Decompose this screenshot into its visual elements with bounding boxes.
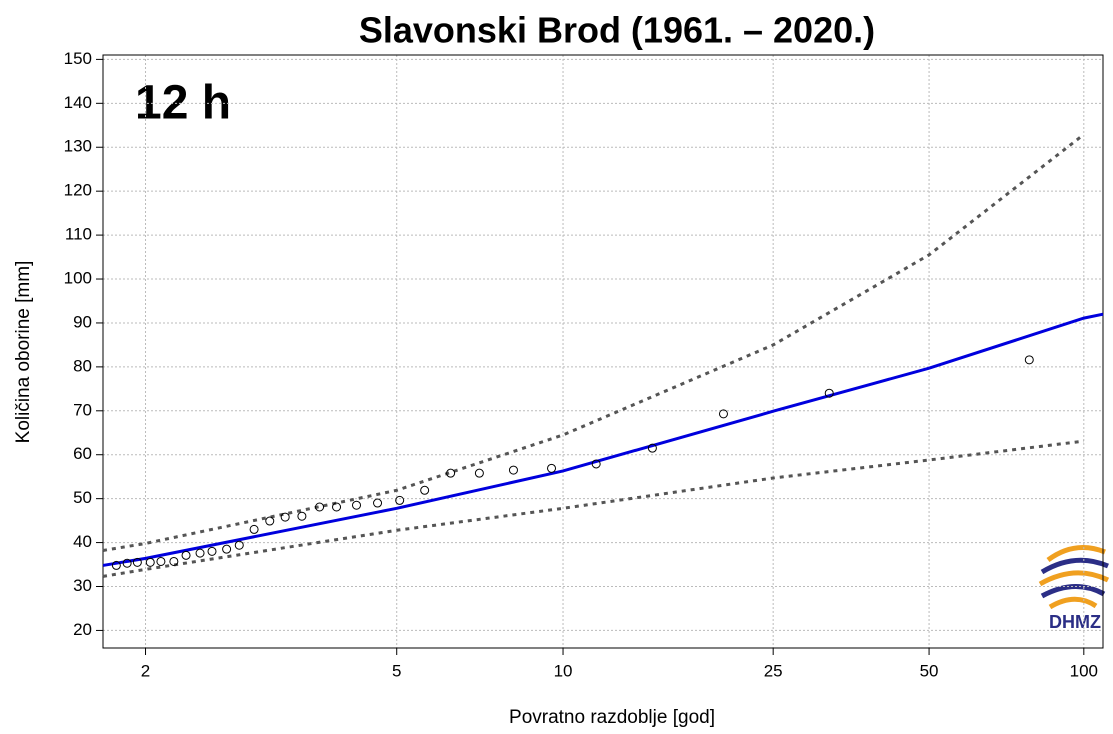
data-point [352, 500, 362, 510]
data-point [474, 468, 484, 478]
data-point [297, 511, 307, 521]
data-point [111, 560, 121, 570]
data-point [249, 524, 259, 534]
data-point [824, 388, 834, 398]
data-point [1024, 355, 1034, 365]
y-axis-label: Količina oborine [mm] [13, 261, 34, 444]
y-tick-label: 20 [73, 620, 92, 639]
x-tick-label: 5 [392, 661, 401, 680]
data-point [181, 550, 191, 560]
data-point [145, 557, 155, 567]
data-point [591, 459, 601, 469]
plot-frame [102, 54, 1104, 649]
logo: DHMZ [1038, 545, 1110, 632]
y-tick-label: 40 [73, 532, 92, 551]
data-point [169, 556, 179, 566]
x-tick-label: 50 [920, 661, 939, 680]
data-point [315, 502, 325, 512]
data-point [647, 443, 657, 453]
y-tick-label: 140 [64, 93, 92, 112]
y-tick-label: 90 [73, 312, 92, 331]
x-tick-label: 10 [554, 661, 573, 680]
y-tick-label: 30 [73, 576, 92, 595]
y-tick-label: 150 [64, 49, 92, 68]
y-tick-label: 130 [64, 137, 92, 156]
data-point [280, 512, 290, 522]
logo-text: DHMZ [1049, 612, 1101, 632]
data-point [207, 546, 217, 556]
data-point [234, 540, 244, 550]
x-tick-label: 100 [1070, 661, 1098, 680]
data-point [718, 409, 728, 419]
confidence-line [102, 133, 1085, 552]
data-point [195, 548, 205, 558]
y-tick-label: 80 [73, 356, 92, 375]
y-tick-label: 50 [73, 488, 92, 507]
x-tick-label: 2 [141, 661, 150, 680]
y-tick-label: 120 [64, 181, 92, 200]
data-point [265, 516, 275, 526]
y-tick-label: 110 [65, 225, 92, 244]
data-point [332, 502, 342, 512]
fit-line [102, 312, 1104, 567]
logo-swoosh [1038, 545, 1110, 610]
y-tick-label: 100 [64, 269, 92, 288]
y-tick-label: 60 [73, 444, 92, 463]
data-point [122, 558, 132, 568]
data-point [508, 465, 518, 475]
data-point [373, 498, 383, 508]
data-point [156, 556, 166, 566]
y-tick-label: 70 [73, 400, 92, 419]
data-point [446, 468, 456, 478]
data-point [222, 544, 232, 554]
x-axis-label: Povratno razdoblje [god] [509, 707, 715, 728]
chart-title: Slavonski Brod (1961. – 2020.) [359, 10, 875, 51]
data-point [395, 495, 405, 505]
data-point [547, 463, 557, 473]
data-point [132, 557, 142, 567]
data-point [420, 485, 430, 495]
x-tick-label: 25 [764, 661, 783, 680]
